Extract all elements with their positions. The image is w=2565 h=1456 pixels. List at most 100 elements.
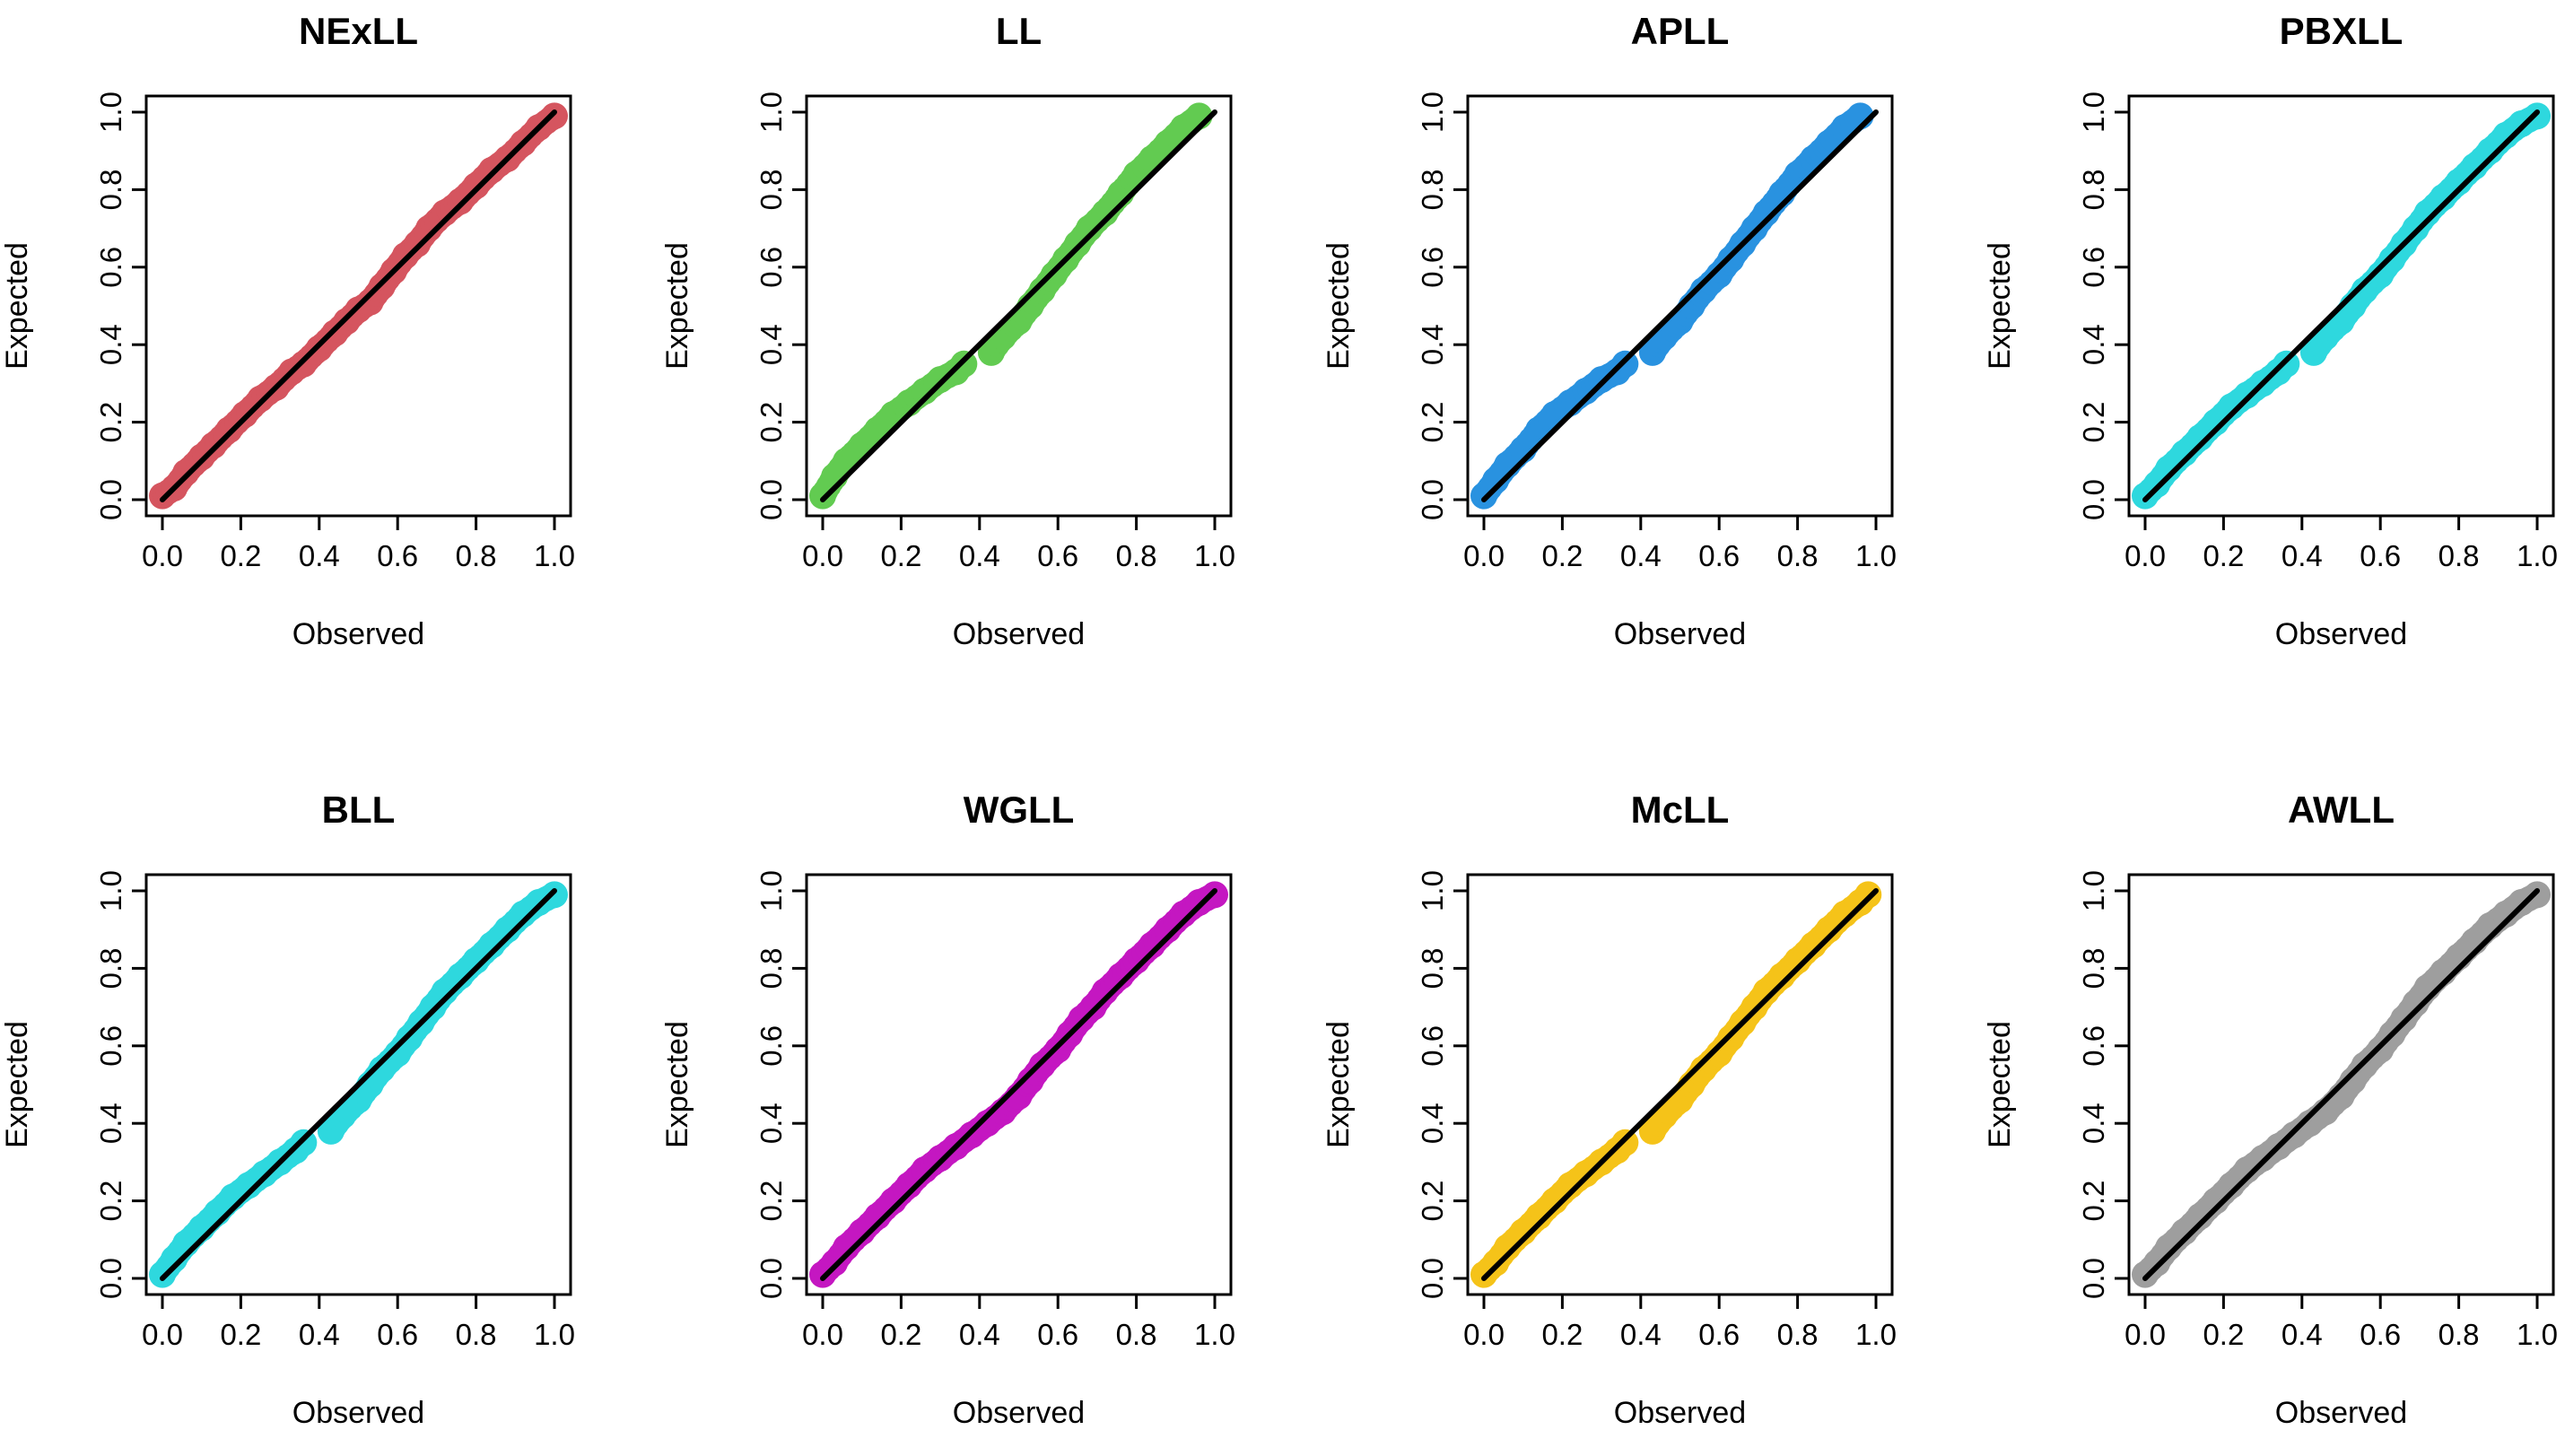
panel-1: LL 0.0 0.0 0.2 0.2 0.4 0.4 0.6 0.6 0.8 0.8 1.0 1.0 Ob… bbox=[660, 10, 1235, 651]
panel-1-x-tick-label: 0.2 bbox=[880, 539, 921, 572]
panel-5-point bbox=[1201, 881, 1228, 909]
panel-0-title: NExLL bbox=[299, 10, 418, 52]
panel-5-y-tick-label: 0.4 bbox=[755, 1103, 788, 1144]
panel-4-x-tick-label: 0.2 bbox=[220, 1318, 261, 1351]
panel-3-x-tick-label: 0.6 bbox=[2360, 539, 2401, 572]
panel-2-y-tick-label: 0.6 bbox=[1416, 247, 1449, 288]
panel-7-x-tick-label: 0.0 bbox=[2124, 1318, 2166, 1351]
panel-6-y-label: Expected bbox=[1322, 1021, 1356, 1148]
panel-7-y-tick-label: 1.0 bbox=[2077, 870, 2110, 911]
panel-1-x-tick-label: 0.4 bbox=[959, 539, 1000, 572]
panel-2-y-label: Expected bbox=[1322, 242, 1356, 370]
panel-5-y-label: Expected bbox=[660, 1021, 694, 1148]
panel-4-plot-box bbox=[144, 873, 572, 1296]
panel-7-x-tick-label: 0.2 bbox=[2203, 1318, 2244, 1351]
panel-3-y-tick-label: 0.6 bbox=[2077, 247, 2110, 288]
panel-6-y-tick-label: 0.6 bbox=[1416, 1025, 1449, 1067]
panel-4-y-tick-label: 0.4 bbox=[94, 1103, 127, 1144]
panel-0-plot-box bbox=[144, 94, 572, 518]
panel-1-reference-line bbox=[820, 109, 1217, 502]
panel-7-x-tick-label: 0.8 bbox=[2438, 1318, 2480, 1351]
panel-2-x-tick-label: 0.2 bbox=[1541, 539, 1583, 572]
panel-3-y-tick-label: 0.8 bbox=[2077, 169, 2110, 210]
panel-2-y-tick-label: 0.4 bbox=[1416, 324, 1449, 365]
panel-1-y-tick-label: 0.8 bbox=[755, 169, 788, 210]
panel-4: BLL 0.0 0.0 0.2 0.2 0.4 0.4 0.6 0.6 0.8 0.8 1.0 1.0 O… bbox=[0, 789, 575, 1430]
panel-5-x-tick-label: 0.8 bbox=[1116, 1318, 1157, 1351]
panel-5: WGLL 0.0 0.0 0.2 0.2 0.4 0.4 0.6 0.6 0.8 0.8 1.0 1.0… bbox=[660, 789, 1235, 1430]
panel-3-y-tick-label: 0.4 bbox=[2077, 324, 2110, 365]
panel-2-y-tick-label: 0.8 bbox=[1416, 169, 1449, 210]
panel-3: PBXLL 0.0 0.0 0.2 0.2 0.4 0.4 0.6 0.6 0.8 0.8 1.0 1.… bbox=[1983, 10, 2558, 651]
panel-0-x-tick-label: 0.4 bbox=[299, 539, 340, 572]
panel-6-x-tick-label: 0.6 bbox=[1698, 1318, 1740, 1351]
panel-3-x-label: Observed bbox=[2275, 617, 2407, 651]
panel-3-x-tick-label: 0.0 bbox=[2124, 539, 2166, 572]
panel-3-y-tick-label: 1.0 bbox=[2077, 92, 2110, 133]
panel-7-plot-box bbox=[2127, 873, 2555, 1296]
panel-2-reference-line bbox=[1481, 109, 1879, 502]
panel-1-y-tick-label: 0.2 bbox=[755, 402, 788, 443]
panel-5-y-tick-label: 0.6 bbox=[755, 1025, 788, 1067]
panel-6-point bbox=[1611, 1129, 1639, 1156]
panel-2-x-tick-label: 0.6 bbox=[1698, 539, 1740, 572]
panel-2-x-tick-label: 0.4 bbox=[1620, 539, 1662, 572]
panel-3-point bbox=[2524, 102, 2551, 130]
panel-2-title: APLL bbox=[1631, 10, 1730, 52]
panel-6-y-tick-label: 0.8 bbox=[1416, 947, 1449, 989]
panel-0-y-tick-label: 0.4 bbox=[94, 324, 127, 365]
panel-7-x-tick-label: 1.0 bbox=[2517, 1318, 2558, 1351]
panel-2-x-tick-label: 0.8 bbox=[1777, 539, 1819, 572]
panel-6-title: McLL bbox=[1631, 789, 1730, 831]
panel-5-y-tick-label: 1.0 bbox=[755, 870, 788, 911]
panel-5-x-tick-label: 0.4 bbox=[959, 1318, 1000, 1351]
panel-3-x-tick-label: 1.0 bbox=[2517, 539, 2558, 572]
panel-0: NExLL 0.0 0.0 0.2 0.2 0.4 0.4 0.6 0.6 0.8 0.8 1.0 1.… bbox=[0, 10, 575, 651]
panel-1-x-tick-label: 0.8 bbox=[1116, 539, 1157, 572]
panel-7-x-tick-label: 0.4 bbox=[2281, 1318, 2323, 1351]
panel-3-point bbox=[2273, 350, 2300, 378]
panel-1-x-tick-label: 1.0 bbox=[1194, 539, 1235, 572]
panel-4-x-tick-label: 0.6 bbox=[377, 1318, 418, 1351]
panel-6-x-tick-label: 0.8 bbox=[1777, 1318, 1819, 1351]
panel-7-title: AWLL bbox=[2288, 789, 2395, 831]
panel-1-y-tick-label: 0.4 bbox=[755, 324, 788, 365]
panel-2-y-tick-label: 0.2 bbox=[1416, 402, 1449, 443]
panel-6-y-tick-label: 0.2 bbox=[1416, 1181, 1449, 1222]
panel-2-points bbox=[1470, 102, 1874, 510]
panel-6-plot-box bbox=[1466, 873, 1894, 1296]
panel-0-x-tick-label: 0.0 bbox=[142, 539, 183, 572]
panel-5-plot-box bbox=[805, 873, 1233, 1296]
panel-7-y-tick-label: 0.4 bbox=[2077, 1103, 2110, 1144]
panel-4-point bbox=[290, 1129, 318, 1156]
panel-0-y-tick-label: 0.6 bbox=[94, 247, 127, 288]
panel-1-y-tick-label: 0.0 bbox=[755, 479, 788, 520]
panel-0-point bbox=[541, 102, 568, 130]
panel-2-plot-box bbox=[1466, 94, 1894, 518]
panel-1-y-tick-label: 0.6 bbox=[755, 247, 788, 288]
panel-3-x-tick-label: 0.4 bbox=[2281, 539, 2323, 572]
panel-3-x-tick-label: 0.2 bbox=[2203, 539, 2244, 572]
panel-6-x-tick-label: 0.0 bbox=[1463, 1318, 1505, 1351]
panel-7-y-label: Expected bbox=[1983, 1021, 2017, 1148]
panel-3-reference-line bbox=[2142, 109, 2540, 502]
panel-1-plot-box bbox=[805, 94, 1233, 518]
panel-3-title: PBXLL bbox=[2280, 10, 2404, 52]
panel-0-y-tick-label: 0.2 bbox=[94, 402, 127, 443]
panel-4-x-label: Observed bbox=[292, 1396, 424, 1430]
panel-5-reference-line bbox=[820, 888, 1217, 1281]
panel-5-y-tick-label: 0.2 bbox=[755, 1181, 788, 1222]
panel-3-y-tick-label: 0.2 bbox=[2077, 402, 2110, 443]
panel-4-y-tick-label: 0.6 bbox=[94, 1025, 127, 1067]
panel-4-y-tick-label: 1.0 bbox=[94, 870, 127, 911]
panel-0-y-label: Expected bbox=[0, 242, 34, 370]
panel-7-x-tick-label: 0.6 bbox=[2360, 1318, 2401, 1351]
panel-6-x-tick-label: 1.0 bbox=[1855, 1318, 1897, 1351]
panel-5-x-tick-label: 0.6 bbox=[1037, 1318, 1078, 1351]
panel-0-x-tick-label: 0.8 bbox=[456, 539, 497, 572]
panel-4-x-tick-label: 0.8 bbox=[456, 1318, 497, 1351]
panel-1-points bbox=[809, 102, 1213, 510]
panel-0-x-tick-label: 0.6 bbox=[377, 539, 418, 572]
panel-0-y-tick-label: 1.0 bbox=[94, 92, 127, 133]
